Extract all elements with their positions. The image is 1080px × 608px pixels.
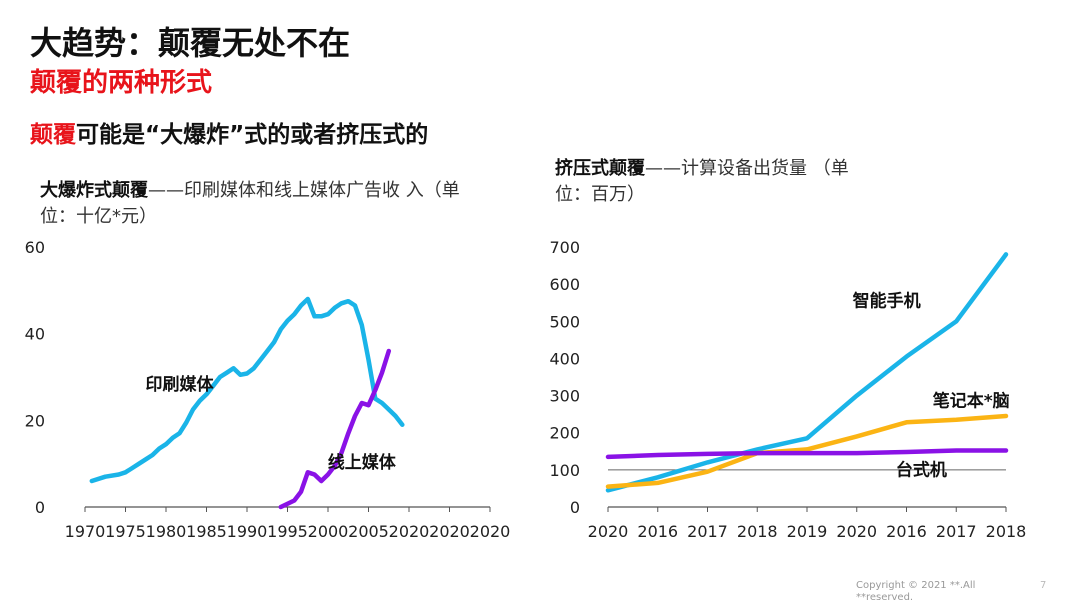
- right-x-tick-label: 2016: [637, 522, 678, 541]
- left-series-line: [89, 296, 405, 484]
- right-y-tick-label: 400: [549, 349, 580, 368]
- left-y-tick-label: 0: [35, 498, 45, 517]
- right-x-tick-label: 2018: [986, 522, 1027, 541]
- right-chart-title-rest: ——计算设备出货量 （单位：百万）: [555, 158, 849, 205]
- right-series-label: 台式机: [896, 459, 947, 480]
- left-x-tick-label: 2005: [348, 522, 389, 541]
- left-y-tick-label: 60: [25, 238, 45, 257]
- left-chart-title: 大爆炸式颠覆——印刷媒体和线上媒体广告收 入（单位：十亿*元）: [40, 178, 480, 230]
- copyright-text: Copyright © 2021 **.All **reserved.: [856, 580, 976, 603]
- left-y-tick-label: 20: [25, 411, 45, 430]
- right-x-tick-label: 2020: [836, 522, 877, 541]
- right-x-tick-label: 2016: [886, 522, 927, 541]
- right-series-label: 智能手机: [853, 290, 921, 311]
- left-series-label: 线上媒体: [328, 452, 397, 473]
- right-series-line: [605, 252, 1009, 493]
- left-x-tick-label: 1970: [65, 522, 106, 541]
- left-x-tick-label: 2000: [308, 522, 349, 541]
- right-y-tick-label: 200: [549, 424, 580, 443]
- left-series-label: 印刷媒体: [146, 374, 215, 395]
- right-y-tick-label: 600: [549, 275, 580, 294]
- headline-highlight: 颠覆: [30, 122, 76, 148]
- left-x-tick-label: 2020: [470, 522, 511, 541]
- left-series-line: [278, 348, 392, 510]
- left-chart-title-bold: 大爆炸式颠覆: [40, 180, 148, 201]
- right-x-tick-label: 2017: [687, 522, 728, 541]
- right-y-tick-label: 0: [570, 498, 580, 517]
- headline-text: 可能是“大爆炸”式的或者挤压式的: [76, 122, 429, 148]
- right-x-tick-label: 2019: [787, 522, 828, 541]
- right-chart-title: 挤压式颠覆——计算设备出货量 （单位：百万）: [555, 156, 855, 208]
- right-series-label: 笔记本*脑: [933, 391, 1010, 412]
- right-y-tick-label: 500: [549, 312, 580, 331]
- page-title: 大趋势：颠覆无处不在: [30, 24, 351, 62]
- left-line-chart: 1970 1975 1980 1985 1990 1995 2000 2005 2020 2020…: [25, 238, 511, 541]
- right-series-line: [605, 413, 1009, 489]
- right-y-tick-label: 700: [549, 238, 580, 257]
- right-x-tick-label: 2018: [737, 522, 778, 541]
- page-subtitle: 颠覆的两种形式: [30, 68, 213, 98]
- right-y-tick-label: 300: [549, 387, 580, 406]
- left-x-tick-label: 2020: [429, 522, 470, 541]
- left-chart-title-rest: ——印刷媒体和线上媒体广告收 入（单位：十亿*元）: [40, 180, 460, 227]
- left-x-tick-label: 2020: [389, 522, 430, 541]
- right-x-tick-label: 2020: [588, 522, 629, 541]
- right-x-tick-label: 2017: [936, 522, 977, 541]
- left-x-tick-label: 1975: [105, 522, 146, 541]
- headline: 颠覆可能是“大爆炸”式的或者挤压式的: [30, 115, 428, 149]
- left-x-tick-label: 1985: [186, 522, 227, 541]
- right-chart-title-bold: 挤压式颠覆: [555, 158, 645, 179]
- right-line-chart: 2020 2016 2017 2018 2019 2020 2016 2017 2018 0 100…: [549, 238, 1026, 541]
- left-x-tick-label: 1980: [146, 522, 187, 541]
- right-series-line: [605, 448, 1009, 460]
- left-x-tick-label: 1990: [227, 522, 268, 541]
- left-x-tick-label: 1995: [267, 522, 308, 541]
- right-y-tick-label: 100: [549, 461, 580, 480]
- left-y-tick-label: 40: [25, 325, 45, 344]
- page-number: 7: [1040, 580, 1047, 591]
